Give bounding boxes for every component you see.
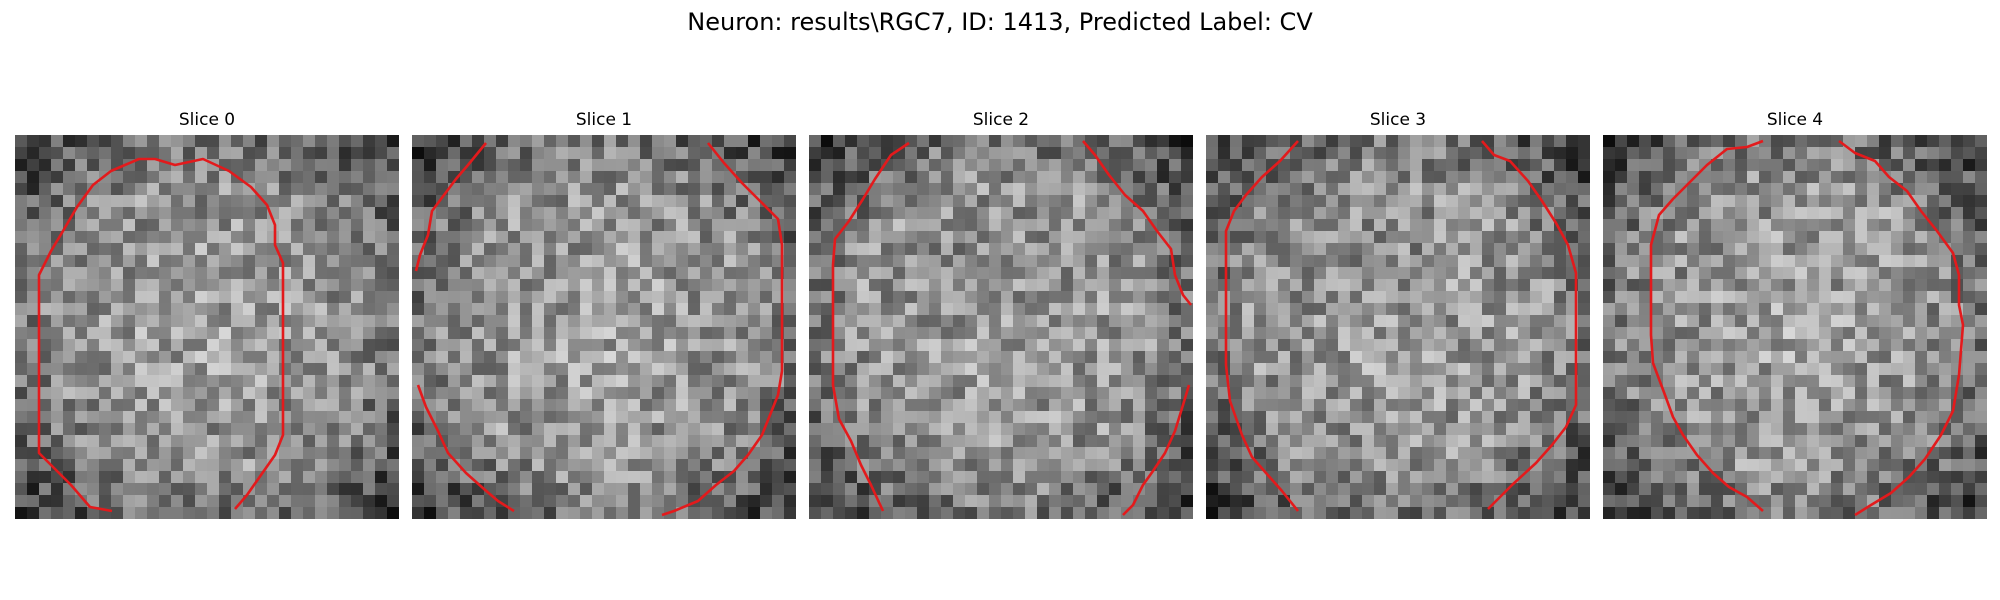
segmentation-contour [416, 384, 515, 513]
segmentation-contour [1649, 139, 1764, 512]
segmentation-contour [1481, 140, 1578, 510]
slice-image [412, 135, 796, 519]
segmentation-contour [1082, 140, 1193, 306]
segmentation-contour [1122, 384, 1191, 516]
segmentation-contour [1838, 139, 1965, 517]
slice-image [1206, 135, 1590, 519]
slice-panel-3: Slice 3 [1206, 108, 1590, 520]
slice-image [809, 135, 1193, 519]
figure-title: Neuron: results\RGC7, ID: 1413, Predicte… [687, 8, 1313, 36]
slice-title: Slice 2 [972, 110, 1030, 130]
slice-title: Slice 3 [1369, 110, 1427, 130]
slice-image [15, 135, 399, 519]
slice-panel-2: Slice 2 [809, 108, 1193, 520]
segmentation-contour [1224, 140, 1300, 512]
segmentation-contour [831, 141, 910, 512]
slice-panel-1: Slice 1 [412, 108, 796, 520]
slice-panel-0: Slice 0 [15, 108, 399, 520]
segmentation-contour [414, 142, 488, 272]
segmentation-contour [661, 142, 784, 517]
slice-title: Slice 4 [1766, 110, 1824, 130]
slice-panel-4: Slice 4 [1603, 108, 1987, 520]
slice-title: Slice 0 [178, 110, 236, 130]
slice-title: Slice 1 [575, 110, 633, 130]
slice-image [1603, 135, 1987, 519]
segmentation-contour [37, 157, 285, 513]
